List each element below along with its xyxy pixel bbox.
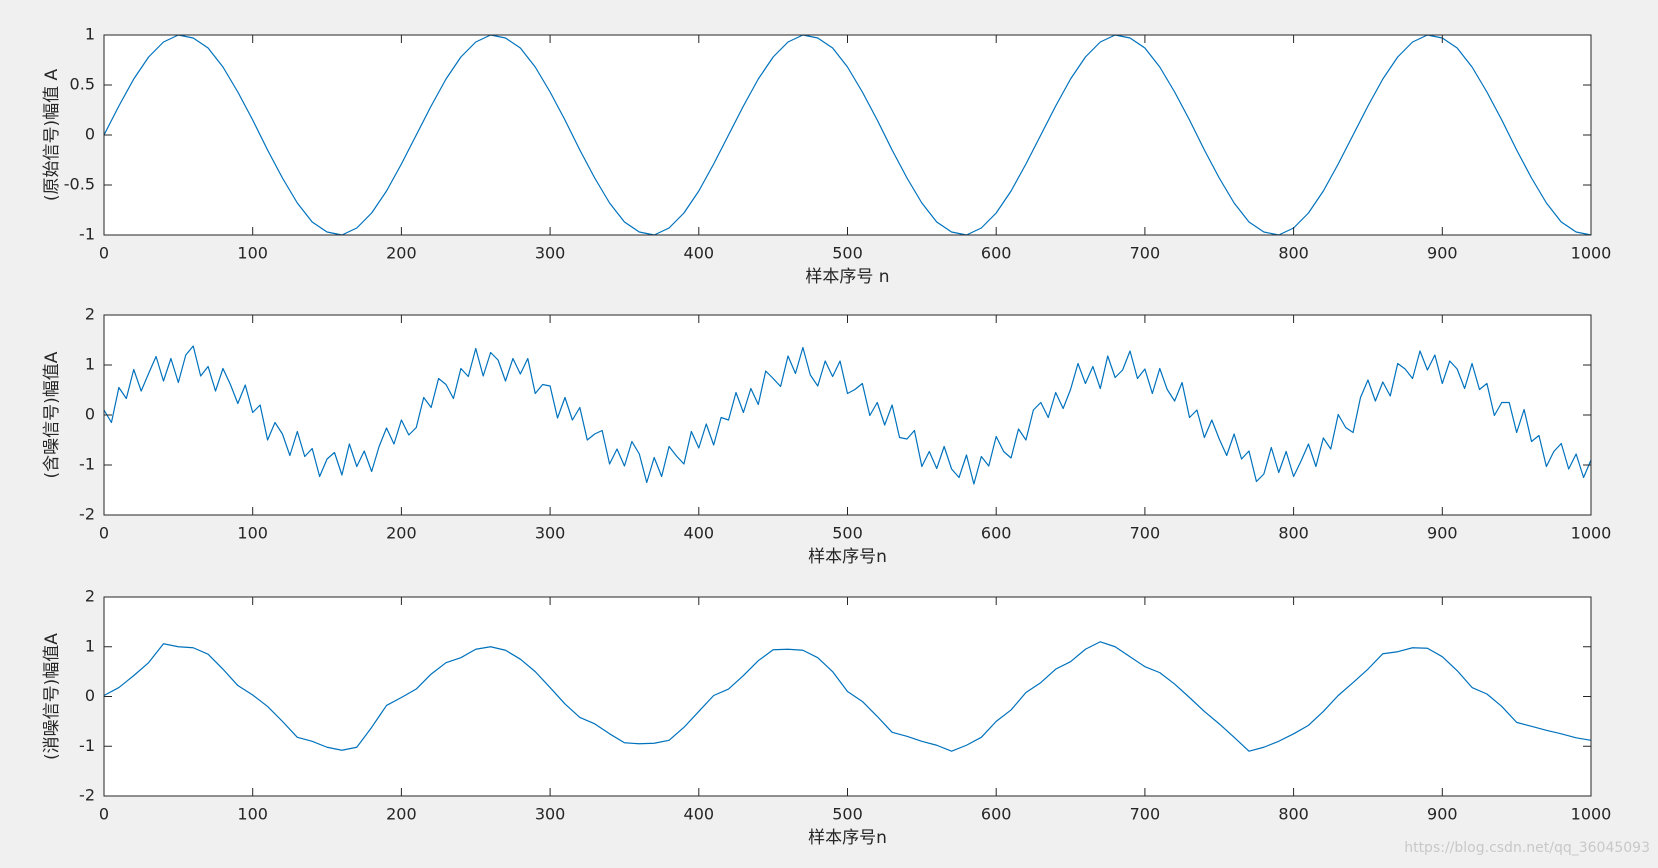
x-tick-label: 200 (386, 524, 417, 543)
x-axis-label: 样本序号 n (805, 267, 889, 287)
y-tick-label: -0.5 (64, 175, 95, 194)
x-tick-label: 800 (1278, 524, 1309, 543)
y-tick-label: -1 (79, 225, 95, 244)
x-tick-label: 1000 (1571, 244, 1612, 263)
y-tick-label: -1 (79, 736, 95, 755)
x-tick-label: 1000 (1571, 524, 1612, 543)
x-tick-label: 700 (1130, 524, 1161, 543)
x-tick-label: 500 (832, 805, 863, 824)
x-tick-label: 500 (832, 244, 863, 263)
x-tick-label: 200 (386, 244, 417, 263)
x-tick-label: 300 (535, 524, 566, 543)
x-tick-label: 900 (1427, 244, 1458, 263)
plot-area (104, 35, 1591, 235)
x-tick-label: 800 (1278, 805, 1309, 824)
x-tick-label: 700 (1130, 244, 1161, 263)
watermark: https://blog.csdn.net/qq_36045093 (1404, 840, 1650, 856)
y-tick-label: 0.5 (70, 75, 95, 94)
x-axis-label: 样本序号n (808, 828, 887, 848)
y-tick-label: 0 (85, 405, 95, 424)
y-tick-label: 1 (85, 355, 95, 374)
x-tick-label: 100 (237, 805, 268, 824)
y-axis-label: (消噪信号)幅值A (42, 633, 62, 760)
y-tick-label: -1 (79, 455, 95, 474)
y-tick-label: -2 (79, 505, 95, 524)
y-tick-label: -2 (79, 786, 95, 805)
signal-line (103, 34, 1592, 236)
x-tick-label: 600 (981, 244, 1012, 263)
x-tick-label: 500 (832, 524, 863, 543)
x-tick-label: 100 (237, 244, 268, 263)
y-tick-label: 1 (85, 636, 95, 655)
y-tick-label: 0 (85, 125, 95, 144)
x-tick-label: 900 (1427, 805, 1458, 824)
y-tick-label: 1 (85, 25, 95, 44)
axes-box (103, 596, 1592, 797)
x-tick-label: 800 (1278, 244, 1309, 263)
axes-box (103, 34, 1592, 236)
y-axis-label: (原始信号)幅值 A (42, 68, 62, 201)
x-tick-label: 100 (237, 524, 268, 543)
x-tick-label: 600 (981, 805, 1012, 824)
x-tick-label: 0 (99, 244, 109, 263)
plot-area (104, 315, 1591, 515)
x-tick-label: 700 (1130, 805, 1161, 824)
signal-line (103, 345, 1592, 485)
axes-box (103, 314, 1592, 516)
y-tick-label: 2 (85, 587, 95, 606)
y-axis-label: (含噪信号)幅值A (42, 351, 62, 478)
x-tick-label: 0 (99, 524, 109, 543)
x-tick-label: 600 (981, 524, 1012, 543)
x-tick-label: 200 (386, 805, 417, 824)
x-tick-label: 0 (99, 805, 109, 824)
x-tick-label: 400 (684, 805, 715, 824)
plot-area (104, 597, 1591, 796)
x-tick-label: 1000 (1571, 805, 1612, 824)
y-tick-label: 0 (85, 686, 95, 705)
x-axis-label: 样本序号n (808, 547, 887, 567)
x-tick-label: 400 (684, 524, 715, 543)
x-tick-label: 300 (535, 244, 566, 263)
y-tick-label: 2 (85, 305, 95, 324)
x-tick-label: 400 (684, 244, 715, 263)
x-tick-label: 300 (535, 805, 566, 824)
signal-line (103, 641, 1592, 752)
x-tick-label: 900 (1427, 524, 1458, 543)
